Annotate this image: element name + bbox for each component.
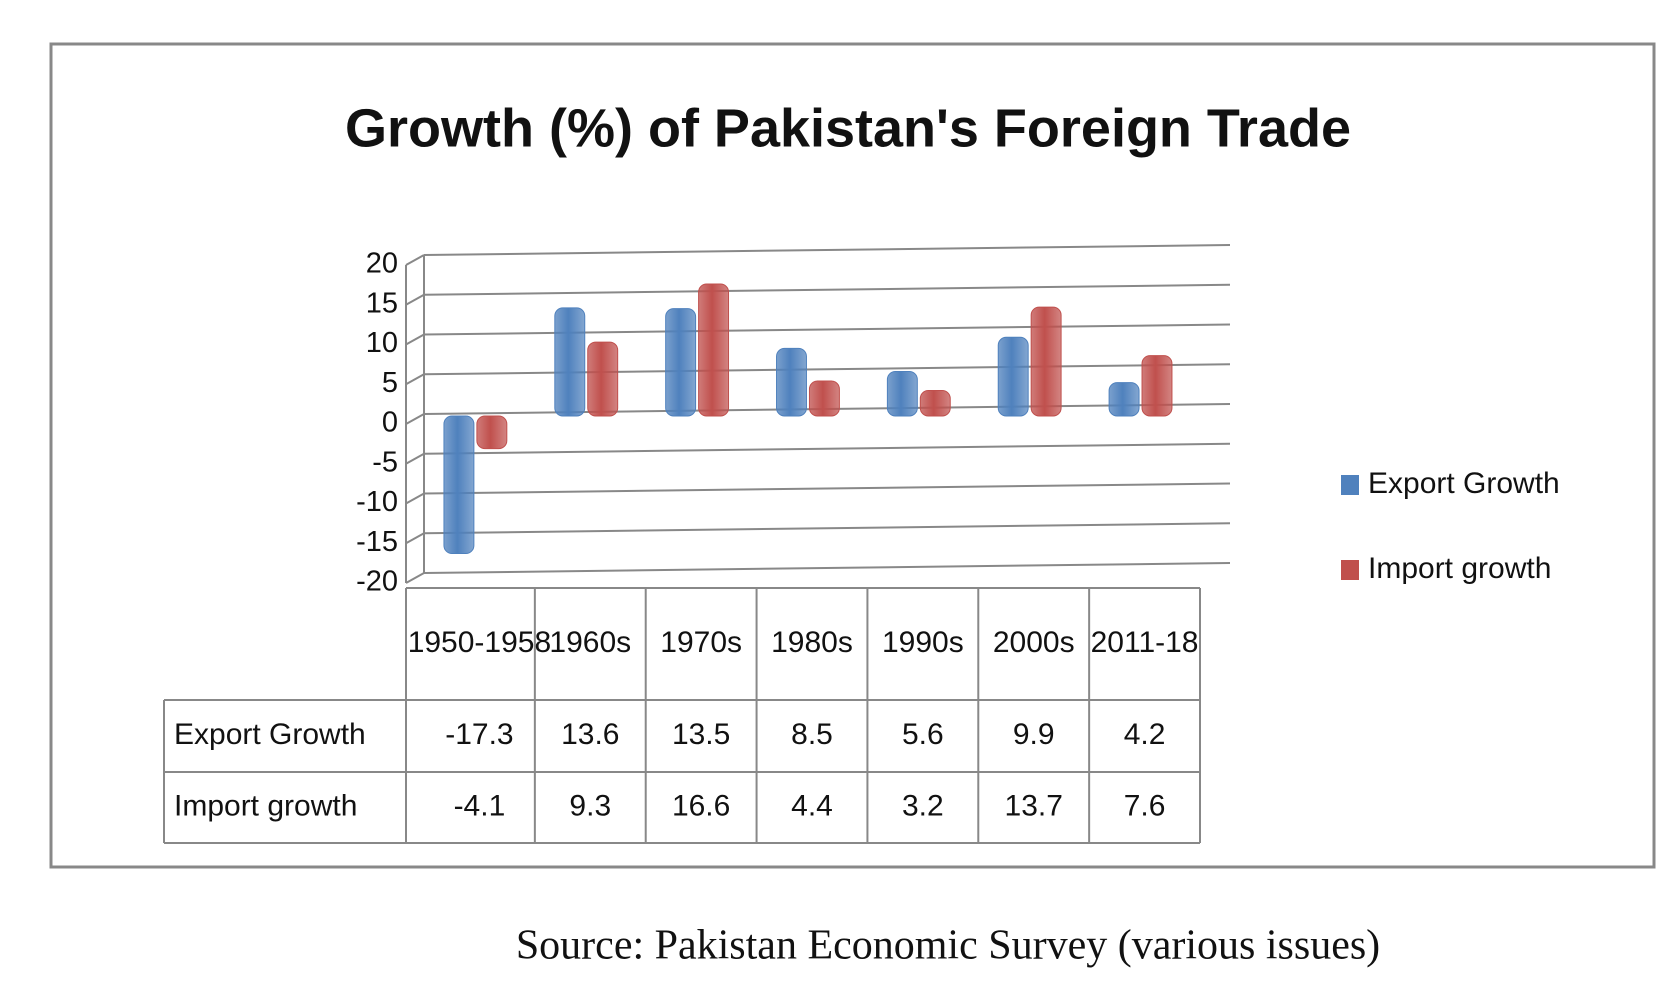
bar <box>665 308 697 417</box>
grid-line <box>423 562 1231 574</box>
bar <box>443 415 475 555</box>
y-tick-label: 20 <box>366 248 398 280</box>
bar <box>808 380 840 417</box>
table-value: 13.6 <box>561 718 619 751</box>
x-tick-label: 1970s <box>660 626 742 659</box>
y-tick-label: 0 <box>382 407 398 439</box>
legend-swatch <box>1341 560 1359 580</box>
bar <box>919 390 951 417</box>
bar <box>886 370 918 417</box>
grid-line-depth <box>405 333 425 346</box>
y-tick-label: 5 <box>382 367 398 399</box>
legend-label: Import growth <box>1368 552 1551 585</box>
grid-line <box>423 283 1231 296</box>
grid-line-depth <box>405 492 425 505</box>
x-tick-label: 2000s <box>993 626 1075 659</box>
table-value: 16.6 <box>672 789 730 822</box>
chart-title: Growth (%) of Pakistan's Foreign Trade <box>345 98 1351 158</box>
y-tick-label: 10 <box>366 327 398 359</box>
source-note: Source: Pakistan Economic Survey (variou… <box>516 923 1380 969</box>
table-row-header: Export Growth <box>174 718 366 751</box>
grid-line-depth <box>405 293 425 306</box>
grid-line-depth <box>405 572 425 584</box>
grid-line-depth <box>405 532 425 545</box>
grid-line <box>423 522 1231 535</box>
bar <box>476 415 508 450</box>
x-tick-label: 1980s <box>771 626 853 659</box>
y-tick-label: -5 <box>372 446 398 478</box>
table-value: 9.9 <box>1013 718 1055 751</box>
chart-frame <box>49 42 1656 869</box>
grid-line-depth <box>405 413 425 425</box>
bar <box>587 341 619 417</box>
legend-label: Export Growth <box>1368 467 1560 500</box>
bar <box>1108 382 1140 417</box>
table-value: -4.1 <box>454 789 506 822</box>
table-row-header: Import growth <box>174 789 357 822</box>
grid-line <box>423 244 1231 256</box>
bar <box>554 307 586 417</box>
y-tick-label: -10 <box>356 486 398 518</box>
table-value: 9.3 <box>569 789 611 822</box>
bar <box>1030 306 1062 417</box>
table-value: 5.6 <box>902 718 944 751</box>
table-value: 3.2 <box>902 789 944 822</box>
table-value: 8.5 <box>791 718 833 751</box>
table-value: -17.3 <box>445 718 513 751</box>
x-tick-label: 1950-1958 <box>408 626 551 659</box>
grid-line-depth <box>405 373 425 386</box>
x-tick-label: 1960s <box>549 626 631 659</box>
y-tick-label: -20 <box>356 566 398 598</box>
x-tick-label: 2011-18 <box>1091 626 1199 659</box>
bar <box>776 347 807 417</box>
grid-line <box>423 442 1231 455</box>
x-tick-label: 1990s <box>882 626 964 659</box>
table-value: 13.5 <box>672 718 730 751</box>
table-value: 4.2 <box>1124 718 1166 751</box>
bar <box>997 336 1029 417</box>
grid-line-depth <box>405 254 425 266</box>
table-value: 13.7 <box>1005 789 1063 822</box>
y-tick-label: 15 <box>366 287 398 319</box>
table-value: 7.6 <box>1124 789 1166 822</box>
grid-line <box>423 482 1231 495</box>
bar <box>698 283 730 417</box>
y-tick-label: -15 <box>356 526 398 558</box>
legend-swatch <box>1341 475 1359 495</box>
grid-line-depth <box>405 452 425 465</box>
table-value: 4.4 <box>791 789 833 822</box>
bar <box>1141 355 1173 417</box>
